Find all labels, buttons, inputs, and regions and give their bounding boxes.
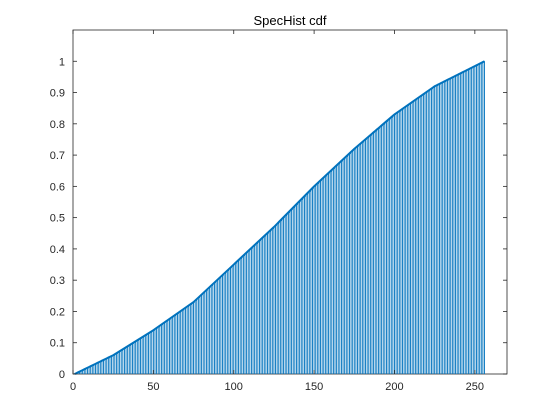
y-tick-label: 0 xyxy=(59,369,65,381)
x-tick-label: 0 xyxy=(70,381,76,393)
plot-area: 0 50 100 150 200 250 0 0.1 0.2 0.3 0.4 0.5 0.6 0.7 0.8… xyxy=(50,29,508,393)
y-tick-label: 0.5 xyxy=(50,213,65,225)
y-tick-label: 0.6 xyxy=(50,181,65,193)
y-tick-label: 0.1 xyxy=(50,338,65,350)
x-tick-label: 50 xyxy=(147,381,159,393)
x-tick-label: 250 xyxy=(466,381,484,393)
y-tick-label: 0.9 xyxy=(50,88,65,100)
y-tick-label: 0.3 xyxy=(50,275,65,287)
y-tick-label: 0.7 xyxy=(50,150,65,162)
y-tick-label: 0.2 xyxy=(50,306,65,318)
x-tick-label: 200 xyxy=(385,381,403,393)
y-tick-label: 0.4 xyxy=(50,244,65,256)
x-tick-label: 100 xyxy=(225,381,243,393)
stem-top-outline xyxy=(74,60,485,375)
y-tick-label: 1 xyxy=(59,56,65,68)
y-tick-label: 0.8 xyxy=(50,119,65,131)
chart-title: SpecHist cdf xyxy=(254,13,327,28)
x-tick-label: 150 xyxy=(305,381,323,393)
